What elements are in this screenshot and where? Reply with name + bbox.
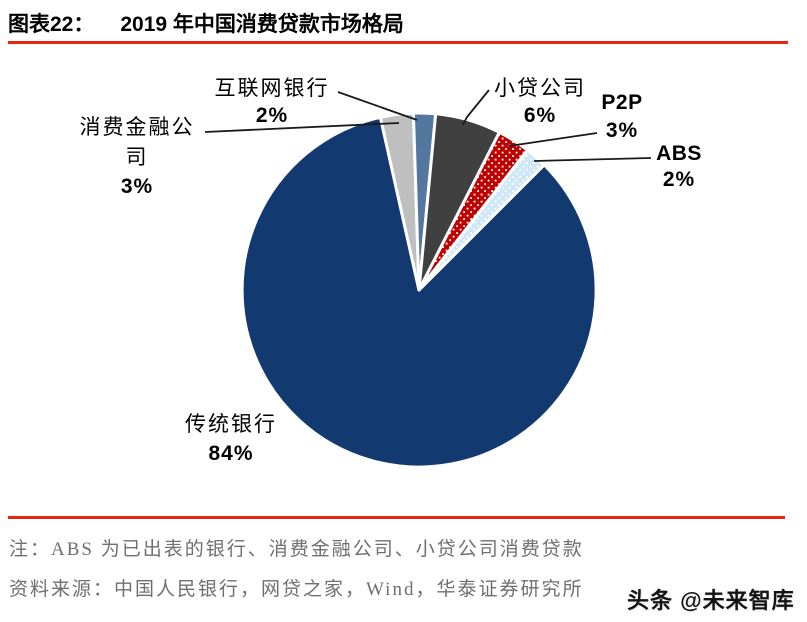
label-internet-bank: 互联网银行 2%	[215, 74, 330, 130]
leader-line-microloan	[462, 89, 490, 126]
footnote-text: 注：ABS 为已出表的银行、消费金融公司、小贷公司消费贷款	[9, 539, 584, 560]
label-microloan-pct: 6%	[523, 104, 557, 127]
pie-slice-0	[240, 115, 598, 469]
label-abs: ABS 2%	[656, 141, 702, 193]
label-consumer-finance-name: 消费金融公司	[79, 115, 195, 169]
watermark-text: 头条 @未来智库	[627, 588, 795, 613]
leader-line-abs	[533, 157, 652, 162]
label-p2p-pct: 3%	[605, 119, 639, 142]
label-internet-bank-pct: 2%	[255, 104, 289, 127]
title-underline-rule	[8, 41, 788, 44]
label-p2p: P2P 3%	[601, 89, 642, 145]
label-abs-pct: 2%	[662, 168, 696, 191]
source-text: 资料来源：中国人民银行，网贷之家，Wind，华泰证券研究所	[9, 579, 584, 600]
label-microloan-name: 小贷公司	[494, 76, 586, 100]
pie-slice-5	[417, 148, 546, 292]
label-consumer-finance: 消费金融公司 3%	[76, 112, 198, 202]
figure-number-label: 图表22：	[8, 13, 95, 36]
label-traditional-bank: 传统银行 84%	[185, 409, 277, 469]
leader-lines-group	[204, 89, 652, 162]
leader-line-consumer-finance	[204, 122, 400, 133]
leader-line-internet-bank	[337, 91, 418, 121]
pie-slices-group	[240, 111, 598, 469]
label-microloan: 小贷公司 6%	[494, 74, 586, 130]
label-abs-name: ABS	[656, 142, 702, 165]
figure-header: 图表22： 2019 年中国消费贷款市场格局	[8, 8, 404, 38]
label-traditional-bank-pct: 84%	[208, 442, 254, 465]
footer-divider-rule	[8, 516, 785, 519]
label-consumer-finance-pct: 3%	[120, 175, 154, 198]
label-traditional-bank-name: 传统银行	[185, 412, 277, 436]
label-p2p-name: P2P	[601, 91, 643, 114]
label-internet-bank-name: 互联网银行	[214, 76, 330, 100]
leader-line-p2p	[508, 132, 598, 147]
figure-title: 2019 年中国消费贷款市场格局	[120, 13, 404, 36]
